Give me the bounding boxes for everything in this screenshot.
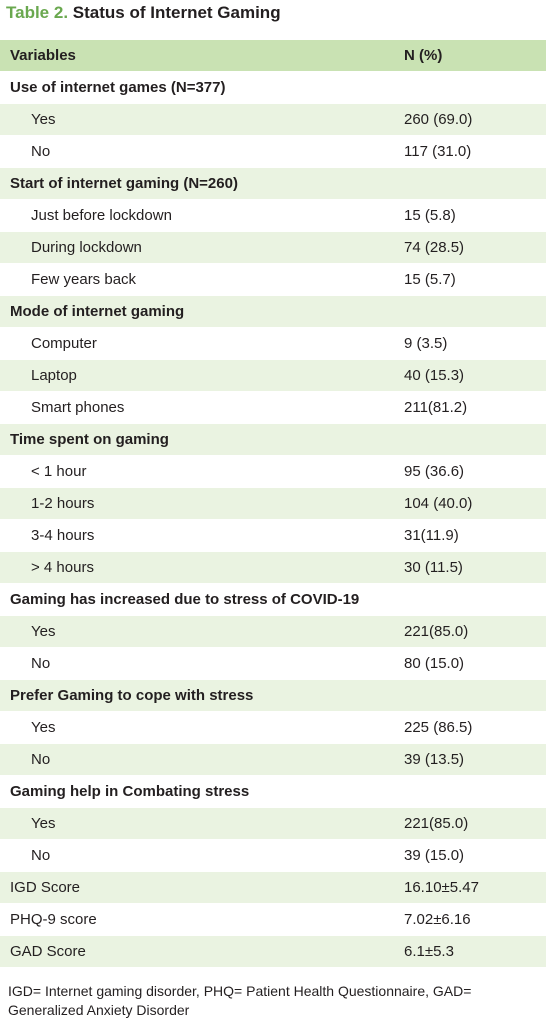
section-row: Time spent on gaming <box>0 424 546 456</box>
header-variables: Variables <box>10 47 76 64</box>
row-label: During lockdown <box>31 239 142 256</box>
table-row: PHQ-9 score 7.02±6.16 <box>0 904 546 936</box>
row-value: 30 (11.5) <box>404 559 463 576</box>
table-row: Laptop 40 (15.3) <box>0 360 546 392</box>
row-value: 15 (5.8) <box>404 207 456 224</box>
row-value: 31(11.9) <box>404 527 459 544</box>
table-row: Just before lockdown 15 (5.8) <box>0 200 546 232</box>
row-value: 15 (5.7) <box>404 271 456 288</box>
row-label: Laptop <box>31 367 77 384</box>
section-label: Gaming has increased due to stress of CO… <box>10 591 360 608</box>
row-label: No <box>31 143 51 160</box>
table-row: Yes 221(85.0) <box>0 616 546 648</box>
row-label: Few years back <box>31 271 137 288</box>
table-row: 1-2 hours 104 (40.0) <box>0 488 546 520</box>
table-row: Computer 9 (3.5) <box>0 328 546 360</box>
table-row: Smart phones 211(81.2) <box>0 392 546 424</box>
table-row: Yes 225 (86.5) <box>0 712 546 744</box>
row-value: 9 (3.5) <box>404 335 448 352</box>
row-label: Yes <box>31 815 56 832</box>
section-row: Use of internet games (N=377) <box>0 72 546 104</box>
row-value: 40 (15.3) <box>404 367 465 384</box>
table-row: > 4 hours 30 (11.5) <box>0 552 546 584</box>
row-value: 225 (86.5) <box>404 719 473 736</box>
table-header-row: Variables N (%) <box>0 40 546 72</box>
row-value: 16.10±5.47 <box>404 879 479 896</box>
row-value: 260 (69.0) <box>404 111 473 128</box>
row-label: Yes <box>31 111 56 128</box>
row-value: 74 (28.5) <box>404 239 465 256</box>
row-value: 104 (40.0) <box>404 495 473 512</box>
row-value: 6.1±5.3 <box>404 943 454 960</box>
table-row: IGD Score 16.10±5.47 <box>0 872 546 904</box>
row-value: 95 (36.6) <box>404 463 465 480</box>
row-label: PHQ-9 score <box>10 911 97 928</box>
row-label: No <box>31 751 51 768</box>
section-label: Start of internet gaming (N=260) <box>10 175 238 192</box>
row-value: 221(85.0) <box>404 623 469 640</box>
table-footnote: IGD= Internet gaming disorder, PHQ= Pati… <box>8 983 472 1018</box>
row-label: > 4 hours <box>31 559 94 576</box>
section-row: Start of internet gaming (N=260) <box>0 168 546 200</box>
table-row: No 80 (15.0) <box>0 648 546 680</box>
row-label: Smart phones <box>31 399 125 416</box>
table-number: Table 2. <box>6 3 69 22</box>
row-label: 1-2 hours <box>31 495 95 512</box>
table-row: Yes 260 (69.0) <box>0 104 546 136</box>
row-label: GAD Score <box>10 943 86 960</box>
section-label: Gaming help in Combating stress <box>10 783 250 800</box>
section-row: Gaming help in Combating stress <box>0 776 546 808</box>
data-table: Variables N (%) Use of internet games (N… <box>0 40 546 968</box>
section-row: Prefer Gaming to cope with stress <box>0 680 546 712</box>
table-row: No 117 (31.0) <box>0 136 546 168</box>
header-n-percent: N (%) <box>404 47 443 64</box>
row-value: 39 (13.5) <box>404 751 465 768</box>
table-row: 3-4 hours 31(11.9) <box>0 520 546 552</box>
section-row: Gaming has increased due to stress of CO… <box>0 584 546 616</box>
row-label: No <box>31 655 51 672</box>
row-value: 117 (31.0) <box>404 143 472 160</box>
table-caption: Status of Internet Gaming <box>72 3 281 22</box>
section-row: Mode of internet gaming <box>0 296 546 328</box>
table-row: No 39 (13.5) <box>0 744 546 776</box>
table-row: During lockdown 74 (28.5) <box>0 232 546 264</box>
section-label: Time spent on gaming <box>10 431 169 448</box>
row-value: 39 (15.0) <box>404 847 465 864</box>
table-row: GAD Score 6.1±5.3 <box>0 936 546 968</box>
row-label: No <box>31 847 51 864</box>
row-label: Yes <box>31 719 56 736</box>
row-value: 211(81.2) <box>404 399 468 416</box>
row-label: < 1 hour <box>31 463 87 480</box>
row-value: 7.02±6.16 <box>404 911 471 928</box>
table-row: No 39 (15.0) <box>0 840 546 872</box>
row-value: 221(85.0) <box>404 815 469 832</box>
row-label: Just before lockdown <box>31 207 172 224</box>
section-label: Prefer Gaming to cope with stress <box>10 687 254 704</box>
table-row: < 1 hour 95 (36.6) <box>0 456 546 488</box>
table-title: Table 2. Status of Internet Gaming <box>6 2 281 24</box>
row-label: Computer <box>31 335 97 352</box>
row-label: Yes <box>31 623 56 640</box>
section-label: Mode of internet gaming <box>10 303 185 320</box>
section-label: Use of internet games (N=377) <box>10 79 226 96</box>
row-label: IGD Score <box>10 879 81 896</box>
table-row: Yes 221(85.0) <box>0 808 546 840</box>
row-value: 80 (15.0) <box>404 655 465 672</box>
table-row: Few years back 15 (5.7) <box>0 264 546 296</box>
row-label: 3-4 hours <box>31 527 95 544</box>
